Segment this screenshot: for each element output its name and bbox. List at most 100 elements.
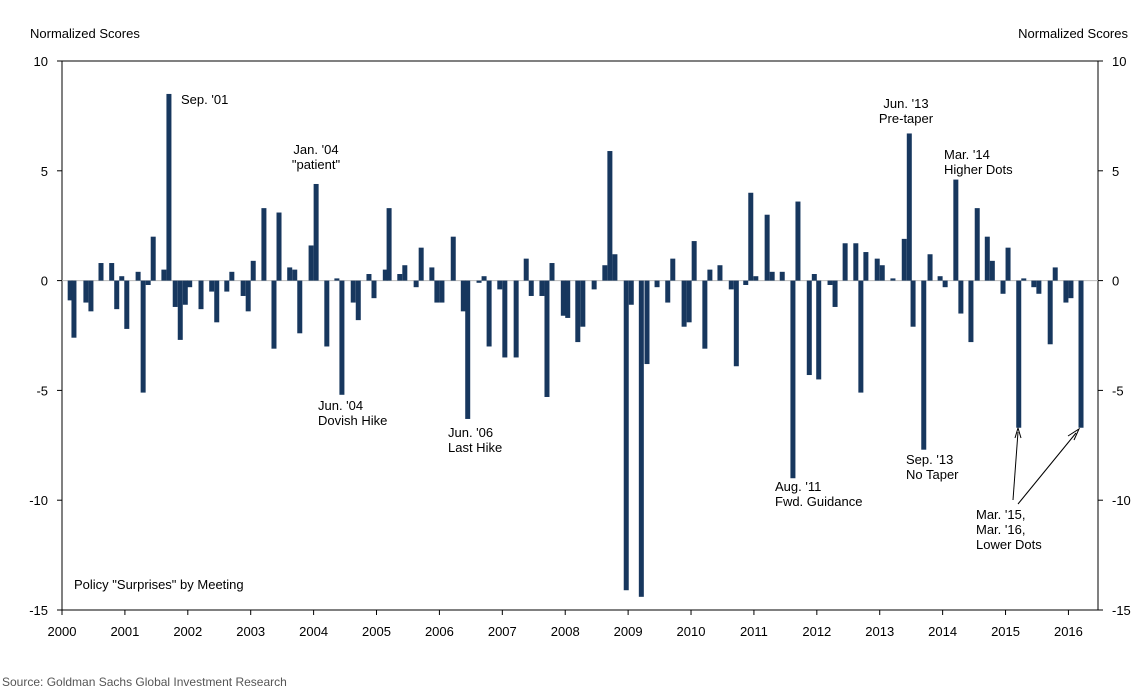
- bar: [245, 280, 251, 312]
- bar: [1005, 247, 1011, 281]
- bar: [465, 280, 471, 419]
- x-tick-label: 2012: [802, 624, 831, 639]
- bar: [109, 263, 115, 281]
- bar: [523, 258, 529, 281]
- bar: [942, 280, 948, 288]
- bar: [502, 280, 508, 358]
- y2-tick-label: -5: [1112, 383, 1124, 398]
- x-tick-label: 2016: [1054, 624, 1083, 639]
- annotation: Fwd. Guidance: [775, 494, 862, 509]
- bar: [486, 280, 492, 347]
- bar: [1078, 280, 1084, 428]
- bar: [119, 276, 125, 281]
- bar: [921, 280, 927, 450]
- y2-tick-label: -15: [1112, 603, 1131, 618]
- x-tick-label: 2004: [299, 624, 328, 639]
- bar: [795, 201, 801, 281]
- bar: [297, 280, 303, 334]
- bar: [250, 260, 256, 281]
- y-tick-label: -15: [29, 603, 48, 618]
- bar: [1031, 280, 1037, 288]
- bar: [691, 241, 697, 281]
- bar: [753, 276, 759, 281]
- annotation: Dovish Hike: [318, 413, 387, 428]
- annotation: Sep. '01: [181, 92, 228, 107]
- bar: [968, 280, 974, 343]
- bar: [842, 243, 848, 281]
- bar: [863, 252, 869, 281]
- bar: [324, 280, 330, 347]
- bar: [513, 280, 519, 358]
- bar: [686, 280, 692, 323]
- bar: [161, 269, 167, 281]
- bar: [707, 269, 713, 281]
- bar: [591, 280, 597, 290]
- bar: [1052, 267, 1058, 281]
- bar: [790, 280, 796, 479]
- annotation: Lower Dots: [976, 537, 1042, 552]
- bar: [989, 260, 995, 281]
- bar: [224, 280, 230, 292]
- bar: [382, 269, 388, 281]
- bar: [811, 274, 817, 281]
- y-tick-label: 0: [41, 274, 48, 289]
- annotation: Jun. '06: [448, 425, 493, 440]
- x-tick-label: 2007: [488, 624, 517, 639]
- bar: [240, 280, 246, 296]
- bar: [665, 280, 671, 303]
- bar: [879, 265, 885, 281]
- bar: [287, 267, 293, 281]
- y2-tick-label: -10: [1112, 493, 1131, 508]
- bar: [339, 280, 345, 395]
- bar: [974, 208, 980, 281]
- bar: [150, 236, 156, 281]
- bar: [145, 280, 151, 285]
- bar: [958, 280, 964, 314]
- bar: [214, 280, 220, 323]
- bar: [83, 280, 89, 303]
- bar: [177, 280, 183, 340]
- bar: [953, 179, 959, 281]
- annotation: Higher Dots: [944, 162, 1013, 177]
- plot-frame: [61, 60, 1099, 611]
- bar: [654, 280, 660, 288]
- bar: [910, 280, 916, 327]
- bar: [670, 258, 676, 281]
- bar: [187, 280, 193, 288]
- x-tick-label: 2013: [865, 624, 894, 639]
- bar: [769, 271, 775, 281]
- x-tick-label: 2011: [740, 624, 768, 639]
- bar: [779, 271, 785, 281]
- x-tick-label: 2006: [425, 624, 454, 639]
- bar: [450, 236, 456, 281]
- source: Source: Goldman Sachs Global Investment …: [2, 675, 287, 689]
- bar: [853, 243, 859, 281]
- bar: [612, 254, 618, 281]
- arrow-head: [1067, 427, 1081, 441]
- bar: [397, 274, 403, 281]
- bar: [733, 280, 739, 367]
- bar: [182, 280, 188, 305]
- bar: [560, 280, 566, 316]
- bar: [1068, 280, 1074, 299]
- arrow-head: [1014, 426, 1022, 439]
- y-tick-label: -10: [29, 493, 48, 508]
- bar: [276, 212, 282, 281]
- y2-tick-label: 0: [1112, 274, 1119, 289]
- y-axis-label: Normalized Scores: [30, 26, 140, 41]
- bar: [806, 280, 812, 376]
- bar: [71, 280, 77, 338]
- bar: [355, 280, 361, 321]
- bar: [209, 280, 215, 292]
- bar: [481, 276, 487, 281]
- bar: [575, 280, 581, 343]
- bar: [334, 278, 340, 281]
- annotation: Jun. '04: [318, 398, 363, 413]
- bar: [565, 280, 571, 318]
- bar: [313, 183, 319, 281]
- bar: [140, 280, 146, 393]
- arrow: [1017, 432, 1077, 505]
- x-tick-label: 2014: [928, 624, 957, 639]
- bar: [350, 280, 356, 303]
